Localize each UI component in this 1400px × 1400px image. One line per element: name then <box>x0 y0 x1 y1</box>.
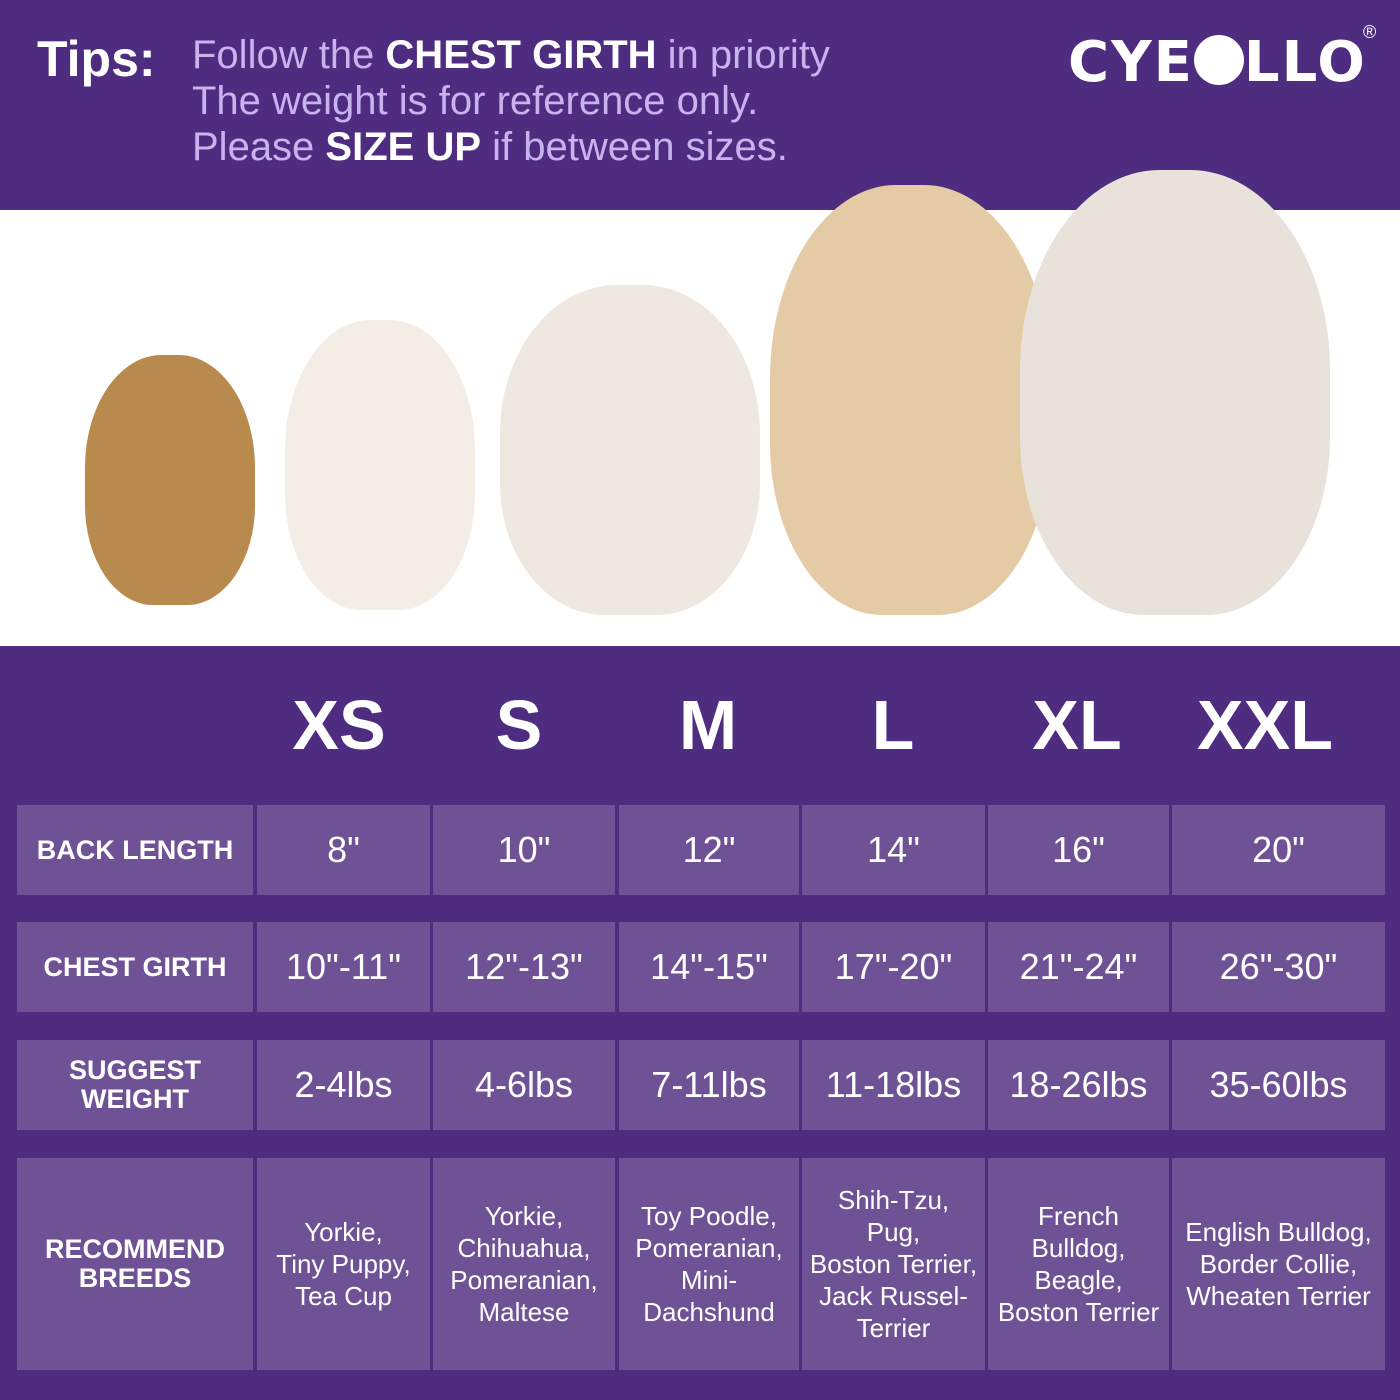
size-headers: XS S M L XL XXL <box>0 685 1400 765</box>
size-s: S <box>495 686 543 764</box>
table-cell: 10"-11" <box>257 922 430 1012</box>
table-cell: 10" <box>433 805 615 895</box>
dogs-photo <box>0 170 1400 646</box>
table-cell: Yorkie, Tiny Puppy, Tea Cup <box>257 1158 430 1370</box>
table-cell: Shih-Tzu, Pug, Boston Terrier, Jack Russ… <box>802 1158 985 1370</box>
table-cell: 12" <box>619 805 799 895</box>
pomeranian-image <box>285 320 475 610</box>
tips-text: Follow the CHEST GIRTH in priority The w… <box>192 33 830 169</box>
table-cell: 21"-24" <box>988 922 1169 1012</box>
size-xl: XL <box>1032 686 1122 764</box>
table-cell: 8" <box>257 805 430 895</box>
table-cell: 4-6lbs <box>433 1040 615 1130</box>
table-cell: 26"-30" <box>1172 922 1385 1012</box>
pet-logo-icon <box>1193 35 1244 85</box>
table-cell: Yorkie, Chihuahua, Pomeranian, Maltese <box>433 1158 615 1370</box>
table-cell: 11-18lbs <box>802 1040 985 1130</box>
table-cell: English Bulldog, Border Collie, Wheaten … <box>1172 1158 1385 1370</box>
table-cell: 16" <box>988 805 1169 895</box>
table-cell: Toy Poodle, Pomeranian, Mini- Dachshund <box>619 1158 799 1370</box>
row-label: RECOMMEND BREEDS <box>17 1158 253 1370</box>
table-cell: 35-60lbs <box>1172 1040 1385 1130</box>
size-xxl: XXL <box>1196 686 1334 764</box>
table-cell: 2-4lbs <box>257 1040 430 1130</box>
row-label: CHEST GIRTH <box>17 922 253 1012</box>
row-label: SUGGEST WEIGHT <box>17 1040 253 1130</box>
table-cell: 18-26lbs <box>988 1040 1169 1130</box>
yorkie-image <box>85 355 255 605</box>
row-label: BACK LENGTH <box>17 805 253 895</box>
table-cell: 14" <box>802 805 985 895</box>
french-bulldog-image <box>770 185 1050 615</box>
size-l: L <box>871 686 915 764</box>
brand-logo: CYE LLO <box>1068 30 1367 95</box>
registered-mark: ® <box>1363 22 1377 42</box>
table-cell: French Bulldog, Beagle, Boston Terrier <box>988 1158 1169 1370</box>
table-cell: 12"-13" <box>433 922 615 1012</box>
header: Tips: Follow the CHEST GIRTH in priority… <box>0 0 1400 210</box>
tips-label: Tips: <box>37 31 156 87</box>
size-m: M <box>678 686 738 764</box>
beagle-image <box>1020 170 1330 615</box>
table-cell: 20" <box>1172 805 1385 895</box>
table-cell: 17"-20" <box>802 922 985 1012</box>
table-cell: 14"-15" <box>619 922 799 1012</box>
size-xs: XS <box>292 686 386 764</box>
jack-russell-image <box>500 285 760 615</box>
table-cell: 7-11lbs <box>619 1040 799 1130</box>
